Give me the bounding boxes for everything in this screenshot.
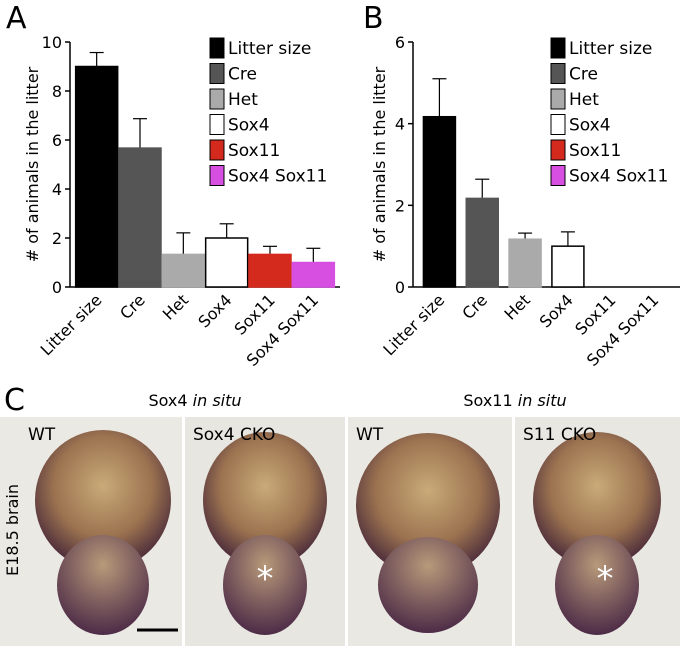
method: in situ [193, 391, 242, 410]
legend-label: Sox4 [569, 116, 611, 136]
legend-swatch [209, 165, 225, 186]
legend-swatch [550, 165, 566, 186]
y-tick-label: 0 [395, 278, 405, 297]
legend-label: Cre [569, 65, 598, 85]
image-label: S11 CKO [523, 425, 596, 445]
asterisk: * [257, 559, 274, 599]
y-tick-label: 8 [52, 82, 62, 101]
image-label: WT [356, 425, 384, 445]
legend-label: Litter size [228, 39, 311, 59]
legend-swatch [550, 37, 566, 59]
y-tick-label: 6 [395, 33, 405, 52]
legend-label: Cre [228, 65, 257, 85]
legend-label: Sox11 [228, 141, 280, 161]
y-tick-label: 0 [52, 278, 62, 297]
bar [161, 253, 206, 288]
x-tick-label: Het [159, 290, 192, 323]
gene: Sox4 [148, 391, 187, 410]
x-tick-label: Het [501, 290, 534, 323]
legend-label: Sox4 Sox11 [228, 167, 327, 187]
photo-panel [0, 417, 680, 646]
legend-swatch [550, 114, 566, 135]
y-tick-label: 4 [52, 180, 62, 199]
group-title: Sox11 in situ [463, 391, 566, 410]
bar [551, 245, 585, 288]
x-tick-label: Cre [458, 290, 491, 323]
y-axis-label: # of animals in the litter [370, 66, 389, 262]
legend-label: Het [228, 90, 258, 110]
legend-swatch [209, 88, 225, 110]
asterisk: * [597, 559, 614, 599]
bar [118, 147, 162, 288]
x-tick-label: Cre [116, 290, 149, 323]
legend-swatch [209, 63, 225, 84]
legend-label: Het [569, 90, 599, 110]
side-label: E18.5 brain [3, 484, 22, 576]
bar [465, 197, 499, 288]
brain [35, 430, 661, 635]
method: in situ [518, 391, 567, 410]
y-tick-label: 4 [395, 115, 405, 134]
bar [204, 237, 249, 288]
group-title: Sox4 in situ [148, 391, 241, 410]
legend-swatch [550, 88, 566, 110]
bar [422, 115, 457, 288]
x-tick-label: Litter size [379, 290, 448, 359]
image-label: Sox4 CKO [193, 425, 275, 445]
y-tick-label: 2 [52, 229, 62, 248]
bar [74, 65, 119, 288]
gene: Sox11 [463, 391, 512, 410]
x-tick-label: Litter size [37, 290, 106, 359]
legend-label: Sox4 Sox11 [569, 167, 668, 187]
y-tick-label: 2 [395, 196, 405, 215]
y-tick-label: 6 [52, 131, 62, 150]
legend-swatch [209, 139, 225, 161]
panel-label: B [363, 1, 384, 36]
y-tick-label: 10 [42, 33, 62, 52]
legend-label: Sox11 [569, 141, 621, 161]
y-axis-label: # of animals in the litter [23, 66, 42, 262]
legend-label: Litter size [569, 39, 652, 59]
panel-label: C [4, 383, 25, 418]
bar [291, 261, 336, 288]
legend-swatch [209, 114, 225, 135]
image-label: WT [28, 425, 56, 445]
panel-label: A [6, 1, 27, 36]
legend-swatch [550, 63, 566, 84]
legend-label: Sox4 [228, 116, 270, 136]
bar [508, 238, 542, 288]
legend-swatch [550, 139, 566, 161]
legend-swatch [209, 37, 225, 59]
bar [248, 253, 292, 288]
